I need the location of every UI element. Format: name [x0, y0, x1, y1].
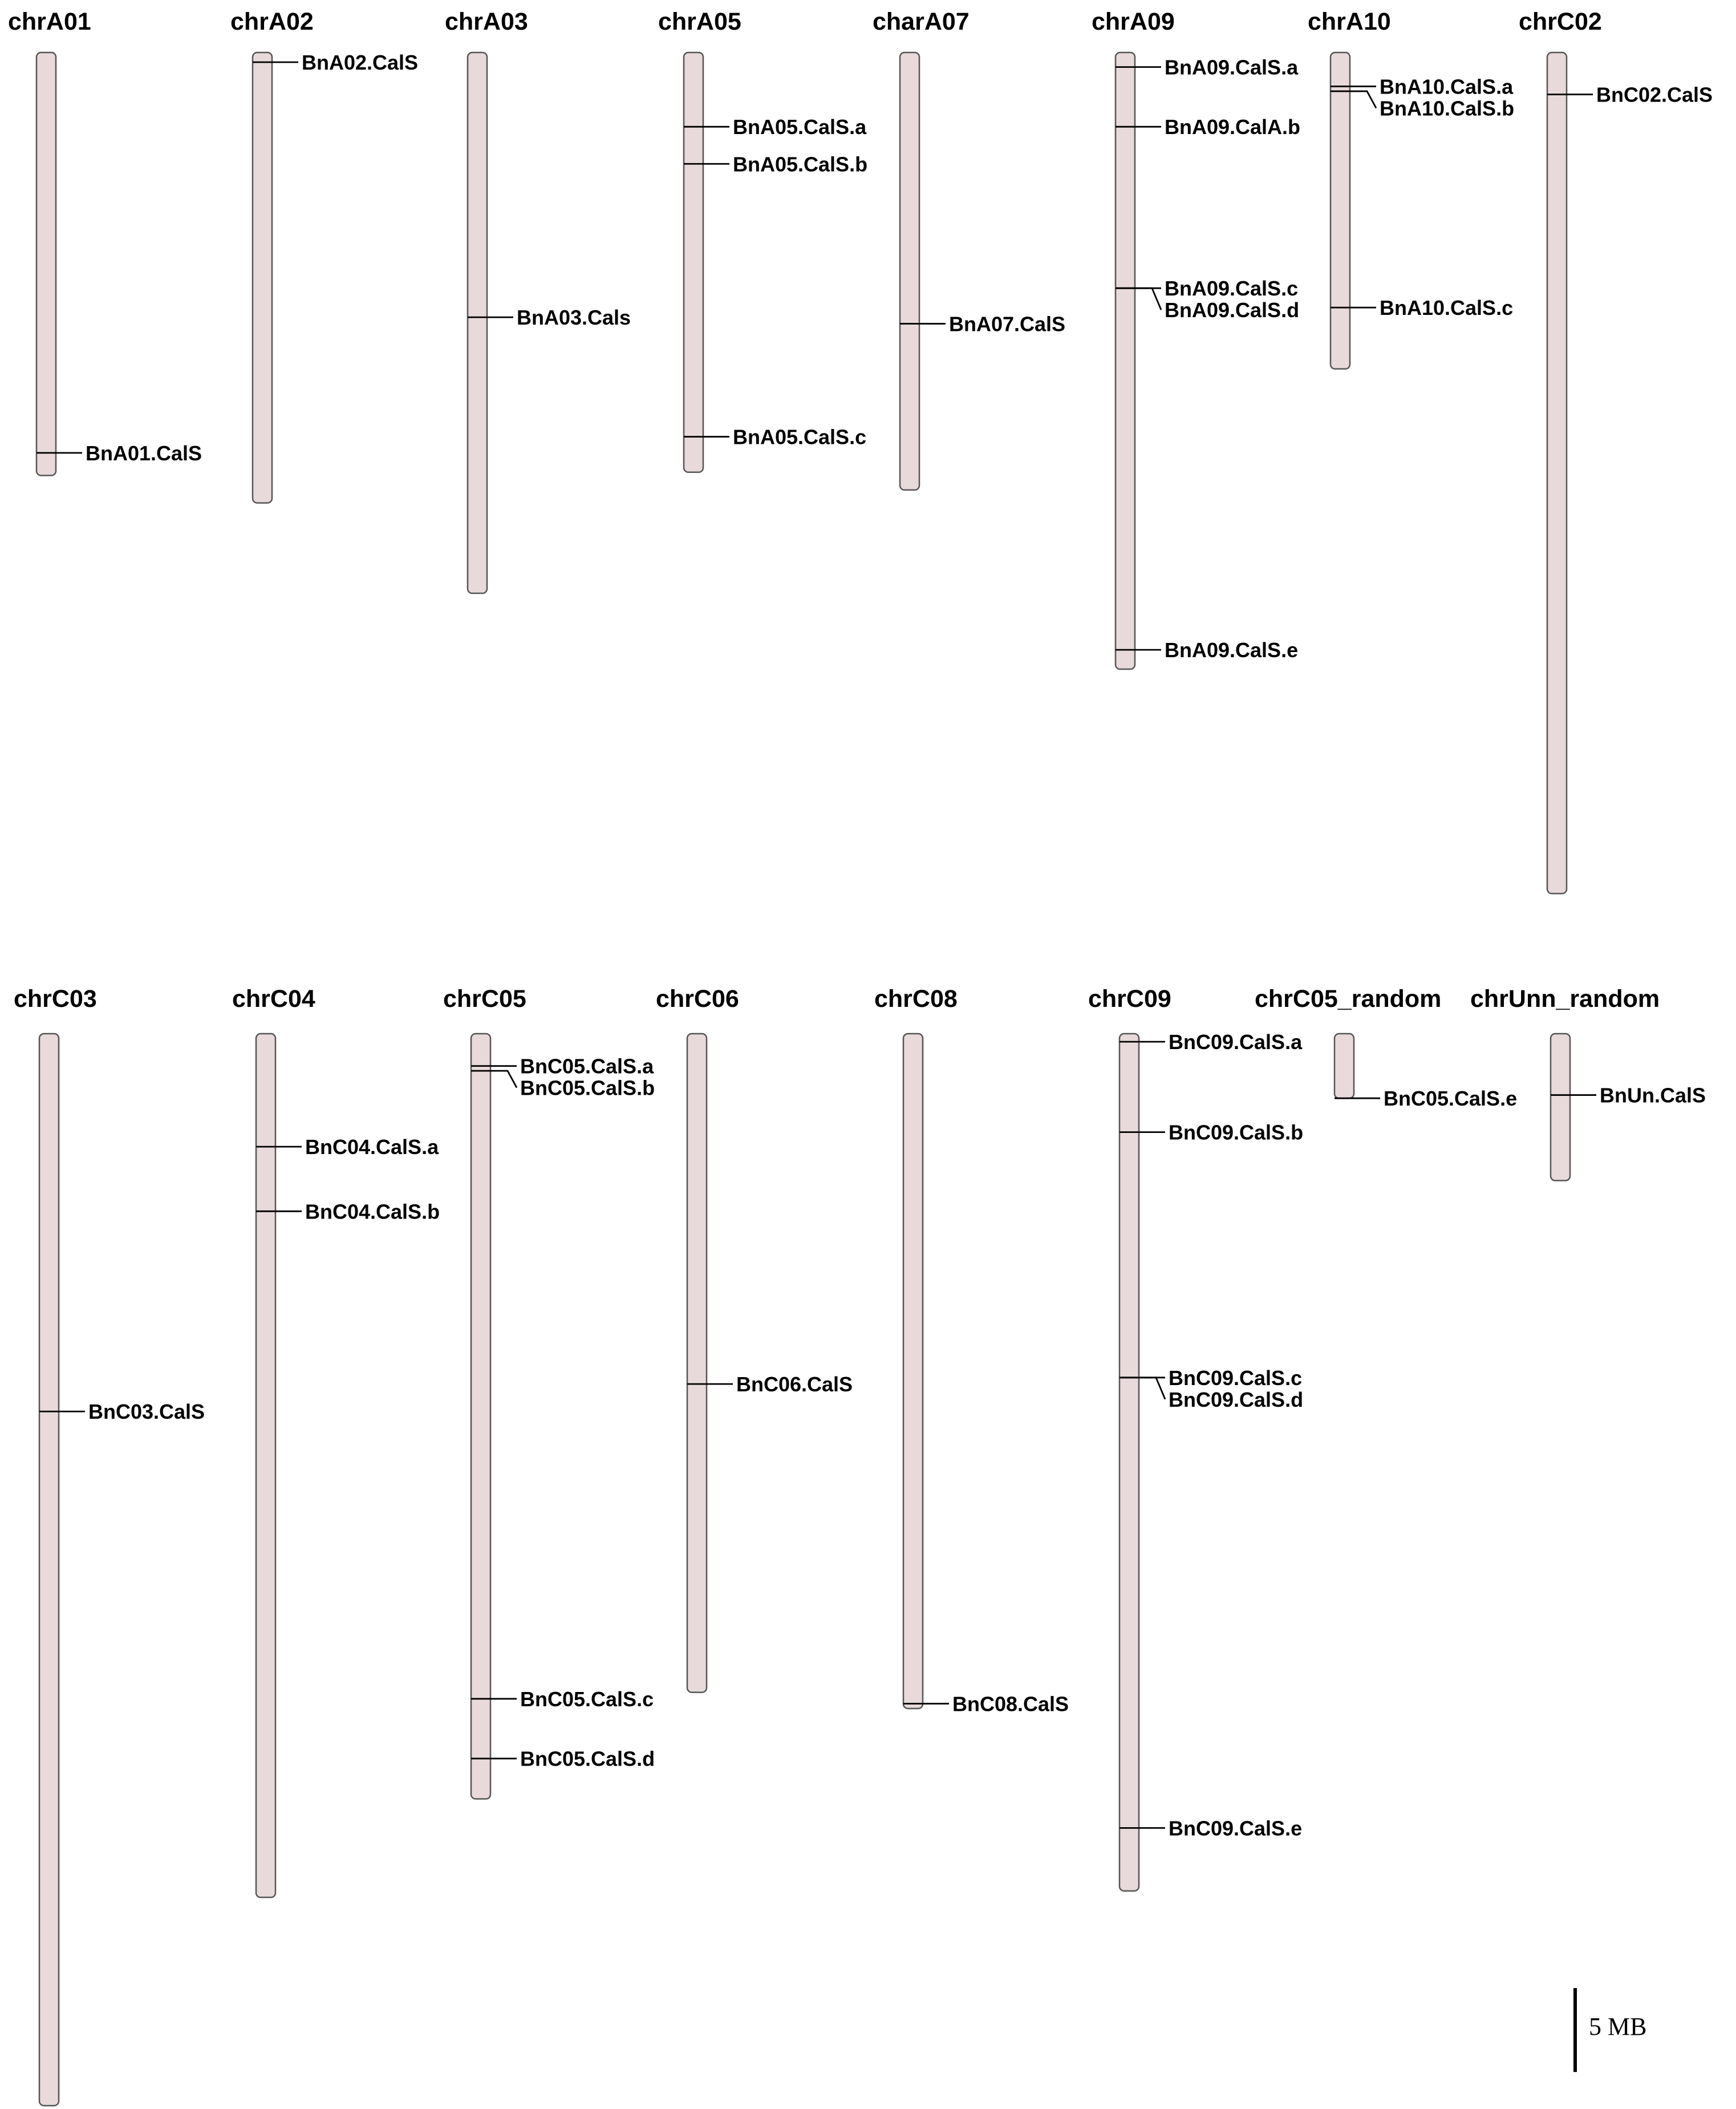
- gene-label: BnA10.CalS.a: [1380, 75, 1514, 98]
- chromosome-title: chrA03: [445, 8, 528, 35]
- chromosome-chrC08: chrC08 BnC08.CalS: [874, 985, 1069, 1715]
- chromosome-charA07: charA07 BnA07.CalS: [873, 8, 1065, 491]
- chromosome-title: chrC03: [14, 985, 97, 1013]
- chromosome-bar: [467, 51, 488, 594]
- chromosome-title: chrC09: [1088, 985, 1171, 1013]
- chromosome-title: chrC04: [232, 985, 315, 1013]
- gene-label: BnA09.CalS.a: [1165, 55, 1299, 79]
- chromosome-chrC05_random: chrC05_random BnC05.CalS.e: [1255, 985, 1517, 1110]
- chromosome-title: chrC02: [1519, 8, 1602, 35]
- gene-marker-line: [1116, 287, 1162, 310]
- gene-label: BnC08.CalS: [952, 1692, 1069, 1715]
- gene-label: BnA05.CalS.c: [733, 426, 866, 449]
- gene-label: BnA05.CalS.b: [733, 152, 867, 176]
- chromosome-chrA05: chrA05 BnA05.CalS.a BnA05.CalS.b BnA05.CalS…: [658, 8, 867, 473]
- chromosome-chrA03: chrA03 BnA03.Cals: [445, 8, 631, 594]
- chromosome-bar: [252, 51, 273, 504]
- gene-label: BnA03.Cals: [517, 306, 631, 329]
- chromosome-title: chrUnn_random: [1470, 985, 1660, 1013]
- chromosome-chrA02: chrA02 BnA02.CalS: [230, 8, 418, 504]
- gene-label: BnC09.CalS.e: [1169, 1816, 1302, 1840]
- chromosome-title: chrC05: [443, 985, 526, 1013]
- gene-label: BnC05.CalS.e: [1384, 1087, 1517, 1110]
- gene-label: BnC05.CalS.c: [520, 1687, 654, 1711]
- chromosome-bar: [255, 1033, 277, 1898]
- chromosome-bar: [35, 51, 57, 476]
- gene-label: BnA05.CalS.a: [733, 115, 867, 139]
- chromosome-bar: [1118, 1033, 1140, 1892]
- chromosome-title: charA07: [873, 8, 970, 35]
- chromosome-title: chrA09: [1092, 8, 1175, 35]
- gene-marker-line: [471, 1070, 518, 1088]
- chromosome-chrC04: chrC04 BnC04.CalS.a BnC04.CalS.b: [232, 985, 440, 1898]
- gene-label: BnC03.CalS: [88, 1400, 205, 1423]
- chromosome-bar: [470, 1033, 492, 1800]
- chromosome-bar: [1329, 51, 1351, 370]
- gene-label: BnC09.CalS.c: [1169, 1366, 1302, 1390]
- gene-label: BnC05.CalS.d: [520, 1747, 655, 1771]
- chromosome-chrC06: chrC06 BnC06.CalS: [656, 985, 853, 1693]
- gene-marker-line: [1120, 1377, 1166, 1400]
- gene-label: BnA01.CalS: [86, 442, 202, 465]
- scale-bar-label: 5 MB: [1589, 2013, 1646, 2041]
- chromosome-title: chrA10: [1308, 8, 1391, 35]
- chromosome-chrC09: chrC09 BnC09.CalS.a BnC09.CalS.b BnC09.CalS…: [1088, 985, 1303, 1892]
- chromosome-bar: [1114, 51, 1136, 670]
- chromosome-group: chrA01 BnA01.CalS chrA02 BnA02.CalS chrA03 Bn…: [8, 8, 1713, 2107]
- chromosome-bar: [899, 51, 920, 491]
- scale-bar: 5 MB: [1573, 1988, 1646, 2072]
- gene-label: BnC05.CalS.a: [520, 1055, 654, 1078]
- gene-label: BnA09.CalS.c: [1165, 277, 1298, 300]
- chromosome-bar: [686, 1033, 708, 1693]
- gene-label: BnC06.CalS: [736, 1373, 853, 1396]
- chromosome-title: chrA01: [8, 8, 91, 35]
- gene-label: BnA10.CalS.c: [1380, 296, 1513, 319]
- gene-label: BnC02.CalS: [1596, 83, 1713, 107]
- chromosome-bar: [1546, 51, 1568, 894]
- chromosome-bar: [902, 1033, 924, 1710]
- chromosome-chrC02: chrC02 BnC02.CalS: [1519, 8, 1713, 894]
- chromosome-title: chrC06: [656, 985, 739, 1013]
- gene-label: BnA09.CalS.d: [1165, 298, 1299, 322]
- gene-label: BnA02.CalS: [302, 51, 418, 74]
- gene-label: BnA07.CalS: [949, 312, 1065, 335]
- gene-label: BnC09.CalS.b: [1169, 1121, 1303, 1144]
- gene-label: BnA09.CalA.b: [1165, 115, 1300, 139]
- gene-label: BnC05.CalS.b: [520, 1076, 655, 1100]
- chromosome-bar: [683, 51, 704, 473]
- gene-label: BnC04.CalS.a: [305, 1135, 439, 1159]
- gene-label: BnA09.CalS.e: [1165, 638, 1298, 662]
- chromosome-chrA01: chrA01 BnA01.CalS: [8, 8, 202, 476]
- gene-label: BnC09.CalS.a: [1169, 1030, 1303, 1054]
- gene-label: BnUn.CalS: [1600, 1084, 1706, 1107]
- chromosome-title: chrC05_random: [1255, 985, 1441, 1013]
- gene-marker-line: [1331, 90, 1377, 109]
- chromosome-chrA09: chrA09 BnA09.CalS.a BnA09.CalA.b BnA09.CalS…: [1092, 8, 1300, 670]
- chromosome-title: chrA05: [658, 8, 741, 35]
- chromosome-title: chrA02: [230, 8, 314, 35]
- gene-label: BnC04.CalS.b: [305, 1200, 440, 1223]
- gene-label: BnA10.CalS.b: [1380, 96, 1514, 120]
- chromosome-chrC03: chrC03 BnC03.CalS: [14, 985, 205, 2107]
- chromosome-bar: [1550, 1033, 1571, 1181]
- chromosome-bar: [1333, 1033, 1355, 1099]
- chromosome-chrUnn_random: chrUnn_random BnUn.CalS: [1470, 985, 1706, 1181]
- chromosome-title: chrC08: [874, 985, 958, 1013]
- gene-label: BnC09.CalS.d: [1169, 1388, 1303, 1411]
- chromosome-bar: [38, 1033, 60, 2107]
